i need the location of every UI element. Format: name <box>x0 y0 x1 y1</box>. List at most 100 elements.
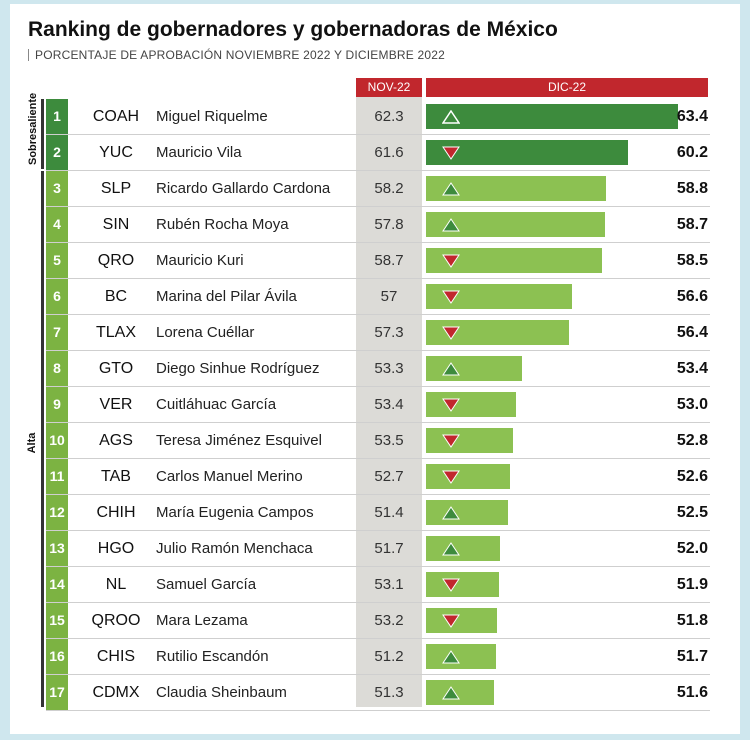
state-code: VER <box>99 396 133 413</box>
category-bracket-alta <box>41 171 44 707</box>
dic-value: 56.6 <box>676 288 708 305</box>
state-code: COAH <box>92 108 140 125</box>
row-divider <box>46 278 710 279</box>
dic-bar <box>426 500 508 525</box>
governor-name: Ricardo Gallardo Cardona <box>156 180 331 197</box>
arrow-up-icon <box>442 182 460 196</box>
row-divider <box>46 494 710 495</box>
dic-value: 51.7 <box>676 648 708 665</box>
rank-badge: 12 <box>46 495 68 530</box>
chart-title: Ranking de gobernadores y gobernadoras d… <box>28 18 558 41</box>
governor-name: Carlos Manuel Merino <box>156 468 303 485</box>
governor-name: Julio Ramón Menchaca <box>156 540 313 557</box>
nov-value: 57.8 <box>374 216 404 233</box>
table-row: 9 VER Cuitláhuac García 53.4 53.0 <box>46 387 710 423</box>
nov-value: 53.4 <box>374 396 404 413</box>
dic-value: 53.4 <box>676 360 708 377</box>
arrow-down-icon <box>442 470 460 484</box>
nov-value: 58.7 <box>374 252 404 269</box>
row-divider <box>46 530 710 531</box>
governor-name: Lorena Cuéllar <box>156 324 255 341</box>
dic-value: 51.6 <box>676 684 708 701</box>
governor-name: Miguel Riquelme <box>156 108 268 125</box>
arrow-up-icon <box>442 110 460 124</box>
governor-name: Diego Sinhue Rodríguez <box>156 360 320 377</box>
governor-name: Mauricio Kuri <box>156 252 244 269</box>
subtitle-tick <box>28 49 29 61</box>
state-code: CDMX <box>92 684 140 701</box>
dic-bar <box>426 572 499 597</box>
table-row: 14 NL Samuel García 53.1 51.9 <box>46 567 710 603</box>
header-dic-22: DIC-22 <box>426 78 708 97</box>
dic-bar <box>426 140 628 165</box>
state-code: QROO <box>91 612 141 629</box>
nov-value: 53.2 <box>374 612 404 629</box>
dic-bar <box>426 428 513 453</box>
dic-bar <box>426 392 516 417</box>
rank-badge: 1 <box>46 99 68 134</box>
row-divider <box>46 206 710 207</box>
arrow-down-icon <box>442 254 460 268</box>
dic-bar <box>426 104 678 129</box>
arrow-up-icon <box>442 506 460 520</box>
governor-name: Marina del Pilar Ávila <box>156 288 297 305</box>
row-divider <box>46 350 710 351</box>
chart-subtitle: PORCENTAJE DE APROBACIÓN NOVIEMBRE 2022 … <box>28 48 445 62</box>
table-row: 7 TLAX Lorena Cuéllar 57.3 56.4 <box>46 315 710 351</box>
rank-badge: 15 <box>46 603 68 638</box>
state-code: SIN <box>102 216 130 233</box>
dic-value: 63.4 <box>676 108 708 125</box>
nov-value: 58.2 <box>374 180 404 197</box>
state-code: GTO <box>98 360 134 377</box>
state-code: TLAX <box>95 324 136 341</box>
governor-name: Cuitláhuac García <box>156 396 277 413</box>
governor-name: Samuel García <box>156 576 257 593</box>
table-row: 17 CDMX Claudia Sheinbaum 51.3 51.6 <box>46 675 710 711</box>
dic-value: 52.5 <box>676 504 708 521</box>
row-divider <box>46 314 710 315</box>
arrow-down-icon <box>442 290 460 304</box>
dic-value: 51.8 <box>676 612 708 629</box>
dic-value: 52.6 <box>676 468 708 485</box>
arrow-down-icon <box>442 398 460 412</box>
table-row: 16 CHIS Rutilio Escandón 51.2 51.7 <box>46 639 710 675</box>
arrow-up-icon <box>442 218 460 232</box>
row-divider <box>46 134 710 135</box>
arrow-up-icon <box>442 542 460 556</box>
arrow-up-icon <box>442 362 460 376</box>
rank-badge: 11 <box>46 459 68 494</box>
nov-column-background <box>356 97 422 707</box>
row-divider <box>46 242 710 243</box>
nov-value: 53.3 <box>374 360 404 377</box>
state-code: CHIS <box>96 648 136 665</box>
table-row: 2 YUC Mauricio Vila 61.6 60.2 <box>46 135 710 171</box>
nov-value: 51.7 <box>374 540 404 557</box>
table-row: 11 TAB Carlos Manuel Merino 52.7 52.6 <box>46 459 710 495</box>
arrow-up-icon <box>442 686 460 700</box>
category-label-sobresaliente: Sobresaliente <box>27 92 39 165</box>
row-divider <box>46 710 710 711</box>
nov-value: 52.7 <box>374 468 404 485</box>
table-row: 4 SIN Rubén Rocha Moya 57.8 58.7 <box>46 207 710 243</box>
dic-value: 52.8 <box>676 432 708 449</box>
governor-name: Mauricio Vila <box>156 144 242 161</box>
nov-value: 53.5 <box>374 432 404 449</box>
state-code: TAB <box>101 468 131 485</box>
arrow-down-icon <box>442 434 460 448</box>
rank-badge: 7 <box>46 315 68 350</box>
arrow-up-icon <box>442 650 460 664</box>
governor-name: María Eugenia Campos <box>156 504 314 521</box>
table-row: 5 QRO Mauricio Kuri 58.7 58.5 <box>46 243 710 279</box>
dic-value: 60.2 <box>676 144 708 161</box>
state-code: QRO <box>97 252 135 269</box>
table-row: 8 GTO Diego Sinhue Rodríguez 53.3 53.4 <box>46 351 710 387</box>
table-row: 1 COAH Miguel Riquelme 62.3 63.4 <box>46 99 710 135</box>
nov-value: 51.3 <box>374 684 404 701</box>
governor-name: Claudia Sheinbaum <box>156 684 287 701</box>
table-row: 6 BC Marina del Pilar Ávila 57 56.6 <box>46 279 710 315</box>
arrow-down-icon <box>442 578 460 592</box>
dic-value: 58.5 <box>676 252 708 269</box>
governor-name: Mara Lezama <box>156 612 248 629</box>
rank-badge: 6 <box>46 279 68 314</box>
